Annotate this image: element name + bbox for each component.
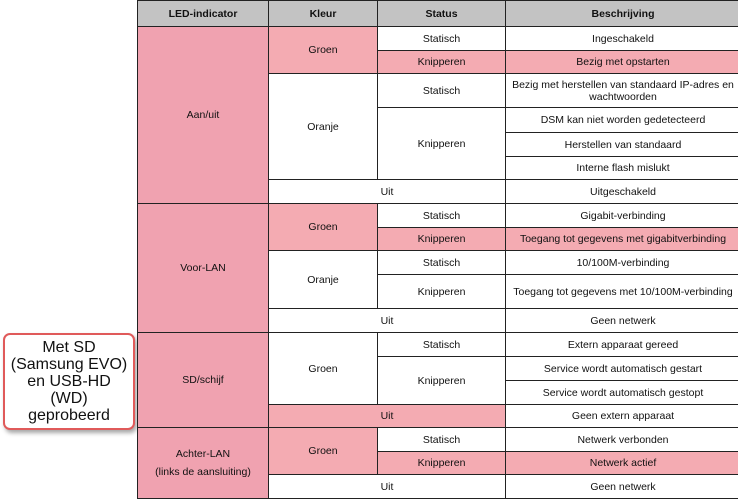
kleur: Groen: [269, 27, 378, 74]
beschrijving: Netwerk verbonden: [506, 428, 738, 452]
status-uit: Uit: [269, 475, 506, 499]
status: Knipperen: [378, 275, 506, 309]
status-uit: Uit: [269, 405, 506, 428]
callout-line: en USB-HD: [11, 373, 127, 390]
beschrijving: Geen netwerk: [506, 475, 738, 499]
beschrijving: DSM kan niet worden gedetecteerd: [506, 108, 738, 133]
annotation-callout: Met SD (Samsung EVO) en USB-HD (WD) gepr…: [3, 333, 135, 430]
beschrijving: Geen netwerk: [506, 309, 738, 333]
beschrijving: Interne flash mislukt: [506, 157, 738, 180]
led-voor-lan: Voor-LAN: [138, 204, 269, 333]
status: Knipperen: [378, 108, 506, 180]
beschrijving: Geen extern apparaat: [506, 405, 738, 428]
status-uit: Uit: [269, 309, 506, 333]
kleur: Oranje: [269, 74, 378, 180]
status: Knipperen: [378, 357, 506, 405]
status: Knipperen: [378, 228, 506, 251]
led-sublabel: (links de aansluiting): [141, 466, 265, 478]
led-label: Achter-LAN: [141, 448, 265, 460]
beschrijving: Gigabit-verbinding: [506, 204, 738, 228]
kleur: Oranje: [269, 251, 378, 309]
callout-line: (Samsung EVO): [11, 356, 127, 373]
callout-line: geprobeerd: [11, 407, 127, 424]
beschrijving: Toegang tot gegevens met gigabitverbindi…: [506, 228, 738, 251]
status-uit: Uit: [269, 180, 506, 204]
beschrijving: Service wordt automatisch gestopt: [506, 381, 738, 405]
beschrijving: Bezig met herstellen van standaard IP-ad…: [506, 74, 738, 108]
header-led: LED-indicator: [138, 1, 269, 27]
header-status: Status: [378, 1, 506, 27]
beschrijving: Extern apparaat gereed: [506, 333, 738, 357]
beschrijving: Toegang tot gegevens met 10/100M-verbind…: [506, 275, 738, 309]
beschrijving: Netwerk actief: [506, 452, 738, 475]
beschrijving: Bezig met opstarten: [506, 51, 738, 74]
kleur: Groen: [269, 428, 378, 475]
status: Knipperen: [378, 452, 506, 475]
status: Statisch: [378, 428, 506, 452]
led-aan-uit: Aan/uit: [138, 27, 269, 204]
header-kleur: Kleur: [269, 1, 378, 27]
kleur: Groen: [269, 204, 378, 251]
status: Statisch: [378, 251, 506, 275]
beschrijving: Ingeschakeld: [506, 27, 738, 51]
callout-line: Met SD: [11, 339, 127, 356]
status: Statisch: [378, 74, 506, 108]
led-achter-lan: Achter-LAN (links de aansluiting): [138, 428, 269, 499]
status: Statisch: [378, 333, 506, 357]
callout-line: (WD): [11, 390, 127, 407]
beschrijving: Service wordt automatisch gestart: [506, 357, 738, 381]
status: Statisch: [378, 27, 506, 51]
header-row: LED-indicator Kleur Status Beschrijving: [138, 1, 738, 27]
beschrijving: Herstellen van standaard: [506, 133, 738, 157]
header-beschrijving: Beschrijving: [506, 1, 738, 27]
status: Statisch: [378, 204, 506, 228]
status: Knipperen: [378, 51, 506, 74]
kleur: Groen: [269, 333, 378, 405]
beschrijving: Uitgeschakeld: [506, 180, 738, 204]
beschrijving: 10/100M-verbinding: [506, 251, 738, 275]
led-indicator-table: LED-indicator Kleur Status Beschrijving …: [137, 0, 738, 499]
led-sd-schijf: SD/schijf: [138, 333, 269, 428]
